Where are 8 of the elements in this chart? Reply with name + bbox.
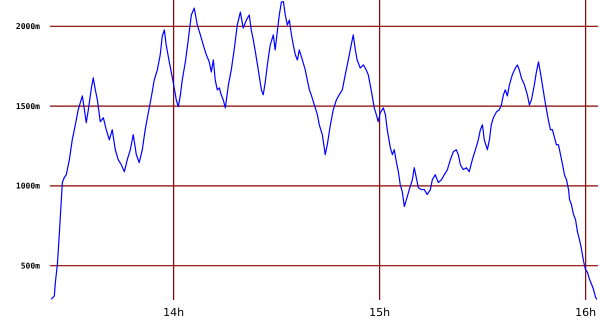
y-tick-label: 1500m [16, 102, 40, 111]
x-tick-label: 14h [163, 306, 184, 319]
line-series [50, 0, 598, 300]
y-tick-label: 1000m [16, 182, 40, 191]
y-tick-label: 2000m [16, 22, 40, 32]
x-tick-label: 16h [575, 306, 596, 319]
x-tick-label: 15h [369, 306, 390, 319]
y-tick-label: 500m [20, 261, 40, 270]
